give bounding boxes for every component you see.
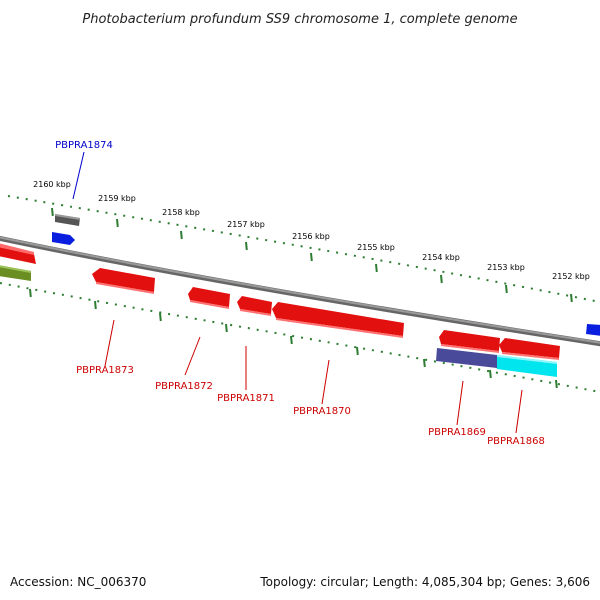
accession-text: Accession: NC_006370 — [10, 575, 146, 589]
gene-label[interactable]: PBPRA1874 — [55, 140, 113, 151]
gene-pbpra1874[interactable] — [52, 232, 75, 245]
gene-label[interactable]: PBPRA1871 — [217, 393, 275, 404]
outer-scale-ticks — [7, 195, 600, 303]
genome-stats-text: Topology: circular; Length: 4,085,304 bp… — [259, 575, 590, 589]
gene-labels: PBPRA1874 PBPRA1873 PBPRA1872 PBPRA1871 … — [55, 140, 545, 447]
major-tick — [116, 218, 119, 228]
kbp-label: 2159 kbp — [98, 194, 136, 203]
major-tick — [555, 379, 558, 389]
gene-label[interactable]: PBPRA1873 — [76, 365, 134, 376]
gene-pbpra1870[interactable] — [272, 302, 404, 336]
major-tick — [51, 207, 54, 217]
feature-purple — [436, 348, 497, 368]
major-tick — [180, 230, 183, 240]
gene-pbpra1868[interactable] — [499, 338, 560, 358]
kbp-label: 2155 kbp — [357, 243, 395, 252]
gene-pbpra1873[interactable] — [92, 268, 155, 292]
major-tick — [489, 369, 492, 379]
major-tick — [159, 312, 162, 322]
kbp-label: 2158 kbp — [162, 208, 200, 217]
gene-label[interactable]: PBPRA1870 — [293, 406, 351, 417]
gene-label[interactable]: PBPRA1869 — [428, 427, 486, 438]
major-tick — [245, 241, 248, 251]
kbp-label: 2154 kbp — [422, 253, 460, 262]
kbp-label: 2153 kbp — [487, 263, 525, 272]
major-tick — [423, 358, 426, 368]
major-tick — [290, 335, 293, 345]
gene-red-edge[interactable] — [0, 245, 36, 264]
kbp-labels: 2160 kbp 2159 kbp 2158 kbp 2157 kbp 2156… — [33, 180, 590, 281]
map-title: Photobacterium profundum SS9 chromosome … — [82, 12, 517, 27]
gene-olive-edge[interactable] — [0, 265, 31, 281]
gene-pbpra1869[interactable] — [439, 330, 500, 351]
gene-pbpra1872[interactable] — [188, 287, 230, 307]
major-tick — [310, 252, 313, 262]
kbp-label: 2160 kbp — [33, 180, 71, 189]
forward-genes — [52, 214, 600, 336]
major-tick — [375, 263, 378, 273]
major-ticks — [29, 207, 573, 389]
major-tick — [29, 288, 32, 298]
major-tick — [570, 293, 573, 303]
major-tick — [225, 323, 228, 333]
kbp-label: 2157 kbp — [227, 220, 265, 229]
gene-leader-lines — [72, 151, 523, 434]
gene-label[interactable]: PBPRA1872 — [155, 381, 213, 392]
reverse-genes — [0, 243, 560, 377]
major-tick — [505, 284, 508, 294]
gene-label[interactable]: PBPRA1868 — [487, 436, 545, 447]
chromosome-backbone-highlight — [0, 236, 600, 344]
gene-blue-edge[interactable] — [586, 324, 600, 336]
gene-pbpra1871[interactable] — [237, 296, 272, 314]
major-tick — [94, 300, 97, 310]
kbp-label: 2156 kbp — [292, 232, 330, 241]
kbp-label: 2152 kbp — [552, 272, 590, 281]
major-tick — [356, 346, 359, 356]
major-tick — [440, 274, 443, 284]
